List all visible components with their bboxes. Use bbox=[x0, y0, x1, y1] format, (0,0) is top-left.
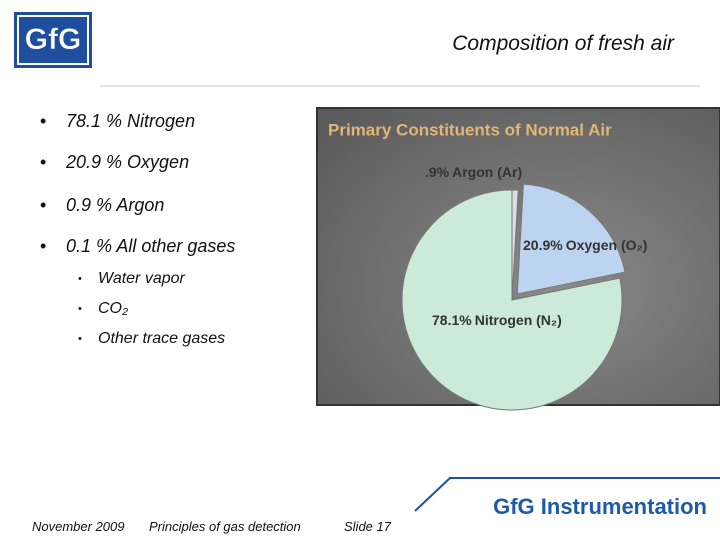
pie-slice bbox=[516, 183, 626, 295]
footer-course: Principles of gas detection bbox=[149, 519, 301, 534]
slice-label: 20.9% Oxygen (O₂) bbox=[523, 237, 647, 253]
slice-label: .9% Argon (Ar) bbox=[425, 164, 522, 180]
slice-value-label: .9% bbox=[425, 164, 450, 180]
footer-rule bbox=[414, 477, 720, 512]
logo-text: GfG bbox=[25, 23, 82, 56]
chart-title: Primary Constituents of Normal Air bbox=[328, 120, 612, 139]
slice-category: Nitrogen (N₂) bbox=[475, 312, 562, 328]
brand: GfG Instrumentation bbox=[493, 494, 707, 519]
slice-label: 78.1% Nitrogen (N₂) bbox=[432, 312, 562, 328]
slice-category: Argon (Ar) bbox=[452, 164, 522, 180]
slice-category: Oxygen (O₂) bbox=[566, 237, 648, 253]
bullet: 0.1 % All other gases bbox=[40, 236, 236, 257]
logo-box bbox=[14, 12, 92, 68]
sub-bullet: Other trace gases bbox=[78, 330, 225, 348]
sub-bullet: CO₂ bbox=[78, 300, 128, 318]
bullet: 20.9 % Oxygen bbox=[40, 152, 189, 173]
logo-frame bbox=[17, 15, 89, 65]
chart-image: Primary Constituents of Normal Air .9% Ar… bbox=[316, 107, 720, 411]
footer-slide: Slide 17 bbox=[344, 519, 391, 534]
slide-title: Composition of fresh air bbox=[452, 32, 674, 55]
bullet: 78.1 % Nitrogen bbox=[40, 111, 195, 132]
slice-value-label: 78.1% bbox=[432, 312, 472, 328]
bullet: 0.9 % Argon bbox=[40, 195, 165, 216]
slice-value-label: 20.9% bbox=[523, 237, 563, 253]
pie-slice bbox=[401, 189, 623, 411]
sub-bullet: Water vapor bbox=[78, 270, 185, 288]
footer-date: November 2009 bbox=[32, 519, 125, 534]
